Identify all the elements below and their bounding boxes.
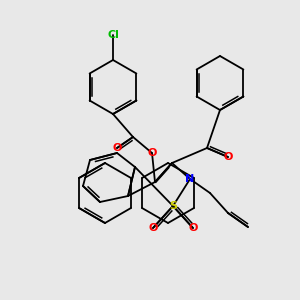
Text: O: O bbox=[148, 223, 158, 233]
Text: O: O bbox=[147, 148, 157, 158]
Text: Cl: Cl bbox=[107, 30, 119, 40]
Text: N: N bbox=[185, 174, 195, 184]
Text: O: O bbox=[112, 143, 122, 153]
Text: O: O bbox=[188, 223, 198, 233]
Text: S: S bbox=[169, 201, 177, 211]
Text: O: O bbox=[223, 152, 233, 162]
